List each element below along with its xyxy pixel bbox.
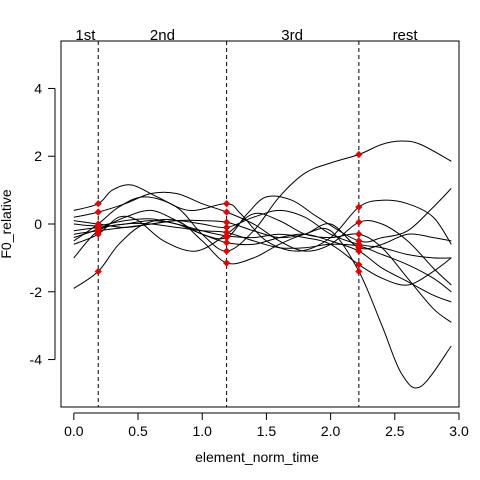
series-line-2 bbox=[73, 140, 452, 252]
data-point bbox=[223, 223, 231, 231]
x-tick-label: 3.0 bbox=[449, 423, 469, 439]
series-lines bbox=[73, 140, 452, 389]
segment-label-1: 1st bbox=[75, 27, 96, 44]
segment-label-3: 3rd bbox=[281, 27, 303, 44]
y-axis-label: F0_relative bbox=[0, 189, 14, 258]
data-point bbox=[355, 150, 363, 159]
data-point bbox=[355, 218, 363, 226]
data-point bbox=[355, 230, 363, 238]
segment-label-4: rest bbox=[393, 27, 419, 44]
boundary-points bbox=[94, 150, 363, 276]
data-point bbox=[94, 267, 102, 276]
series-line-8 bbox=[73, 218, 452, 286]
data-point bbox=[94, 230, 102, 238]
y-tick-label: -4 bbox=[30, 352, 43, 368]
x-tick-label: 2.5 bbox=[385, 423, 405, 439]
data-point bbox=[355, 261, 363, 269]
data-point bbox=[223, 233, 231, 242]
data-point bbox=[223, 208, 231, 216]
x-tick-label: 1.5 bbox=[257, 423, 277, 439]
segment-labels: 1st 2nd 3rd rest bbox=[75, 27, 418, 44]
x-tick-label: 1.0 bbox=[192, 423, 212, 439]
data-point bbox=[223, 200, 231, 208]
data-point bbox=[355, 203, 363, 211]
data-point bbox=[94, 200, 102, 208]
series-line-11 bbox=[73, 219, 452, 250]
x-axis-label: element_norm_time bbox=[195, 449, 319, 465]
data-point bbox=[223, 247, 231, 255]
x-tick-label: 2.0 bbox=[321, 423, 341, 439]
y-tick-label: 2 bbox=[34, 148, 42, 164]
series-line-1 bbox=[73, 218, 452, 389]
axes: 0.0 0.5 1.0 1.5 2.0 2.5 3.0 -4 -2 0 2 4 bbox=[30, 80, 469, 439]
segment-label-2: 2nd bbox=[150, 27, 175, 44]
y-tick-label: 0 bbox=[34, 216, 42, 232]
data-point bbox=[223, 259, 231, 267]
data-point bbox=[223, 239, 231, 247]
x-tick-label: 0.5 bbox=[128, 423, 148, 439]
series-line-10 bbox=[73, 212, 452, 323]
series-line-6 bbox=[73, 222, 452, 293]
data-point bbox=[223, 218, 231, 226]
series-line-5 bbox=[73, 188, 452, 243]
data-point bbox=[355, 267, 363, 276]
data-point bbox=[94, 208, 102, 216]
y-tick-label: 4 bbox=[34, 80, 42, 96]
series-line-3 bbox=[73, 184, 452, 252]
x-tick-label: 0.0 bbox=[64, 423, 84, 439]
data-point bbox=[355, 247, 363, 255]
series-line-4 bbox=[73, 191, 452, 286]
plot-frame bbox=[60, 40, 460, 408]
y-tick-label: -2 bbox=[30, 284, 43, 300]
series-line-7 bbox=[73, 220, 452, 303]
